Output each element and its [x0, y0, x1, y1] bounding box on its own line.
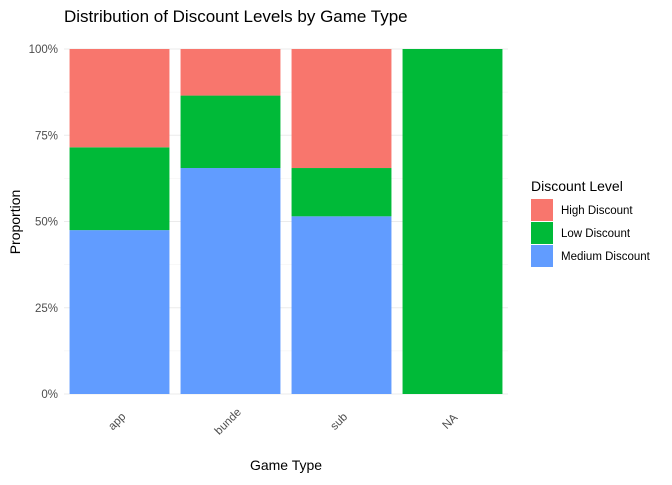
bar-sub-high-discount [291, 49, 392, 169]
x-tick-label: app [106, 411, 128, 433]
bar-bunde-high-discount [180, 49, 281, 96]
x-tick-label: bunde [213, 406, 244, 437]
y-tick-label: 0% [41, 389, 58, 401]
legend-key-high-discount [531, 199, 553, 221]
y-axis-title: Proportion [7, 190, 23, 255]
y-tick-label: 100% [29, 44, 58, 56]
y-tick-label: 75% [35, 130, 58, 142]
legend-key-low-discount [531, 222, 553, 244]
bar-app-low-discount [69, 147, 170, 231]
bar-sub-low-discount [291, 168, 392, 217]
x-axis-title: Game Type [250, 457, 322, 473]
legend-key-medium-discount [531, 245, 553, 267]
bar-app-medium-discount [69, 230, 170, 394]
legend: Discount Level High Discount Low Discount… [531, 178, 651, 267]
chart-title: Distribution of Discount Levels by Game … [64, 7, 408, 26]
legend-label-high-discount: High Discount [561, 205, 633, 217]
bar-bunde-medium-discount [180, 168, 281, 394]
bar-sub-medium-discount [291, 216, 392, 394]
legend-title: Discount Level [531, 178, 623, 194]
y-tick-label: 25% [35, 303, 58, 315]
bar-app-high-discount [69, 49, 170, 148]
legend-label-medium-discount: Medium Discount [561, 251, 651, 263]
y-axis-ticks: 0% 25% 50% 75% 100% [29, 44, 58, 401]
legend-label-low-discount: Low Discount [561, 228, 631, 240]
bar-na-low-discount [402, 49, 503, 394]
bar-bunde-low-discount [180, 95, 281, 169]
y-tick-label: 50% [35, 217, 58, 229]
bar-stacks [69, 49, 503, 394]
x-tick-label: NA [440, 412, 460, 432]
x-tick-label: sub [329, 411, 351, 433]
x-axis-ticks: app bunde sub NA [106, 406, 460, 437]
